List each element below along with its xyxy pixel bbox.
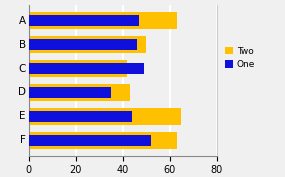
Bar [28, 36, 146, 53]
Bar [28, 60, 127, 77]
Bar [28, 84, 130, 101]
Bar [28, 63, 144, 74]
Bar [28, 135, 151, 146]
Bar [28, 111, 132, 122]
Bar [28, 108, 181, 125]
Bar [28, 87, 111, 98]
Bar [28, 39, 137, 50]
Bar [28, 132, 177, 149]
Bar [28, 15, 139, 26]
Legend: Two, One: Two, One [225, 47, 255, 69]
Bar [28, 12, 177, 29]
